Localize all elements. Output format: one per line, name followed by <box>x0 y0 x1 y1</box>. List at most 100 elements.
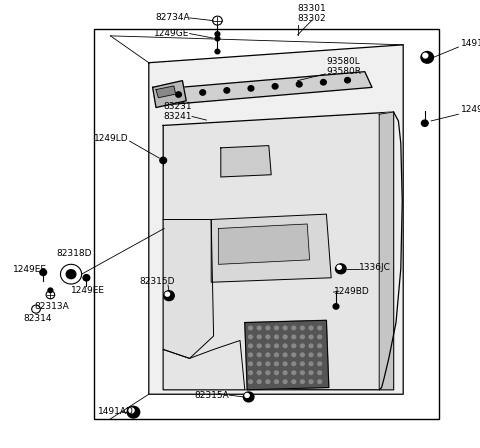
Circle shape <box>283 344 287 348</box>
Text: 1491AB: 1491AB <box>461 39 480 48</box>
Text: 1249LD: 1249LD <box>94 134 129 143</box>
Circle shape <box>275 335 278 339</box>
Circle shape <box>257 371 261 375</box>
Polygon shape <box>163 340 245 390</box>
Text: 93580L
93580R: 93580L 93580R <box>326 57 361 76</box>
Text: 83231
83241: 83231 83241 <box>163 102 192 121</box>
Circle shape <box>48 288 53 293</box>
Circle shape <box>300 380 304 383</box>
Circle shape <box>266 362 270 366</box>
Polygon shape <box>221 146 271 177</box>
Polygon shape <box>154 72 372 105</box>
Text: 1249EE: 1249EE <box>71 286 105 295</box>
Circle shape <box>266 353 270 357</box>
Polygon shape <box>153 81 186 108</box>
Text: 1249EE: 1249EE <box>461 105 480 114</box>
Circle shape <box>292 371 296 375</box>
Text: 1249GE: 1249GE <box>154 29 190 38</box>
Circle shape <box>257 326 261 330</box>
Circle shape <box>160 157 167 164</box>
Circle shape <box>309 326 313 330</box>
Circle shape <box>275 326 278 330</box>
Circle shape <box>283 326 287 330</box>
Circle shape <box>318 326 322 330</box>
Circle shape <box>249 344 252 348</box>
Circle shape <box>318 371 322 375</box>
Circle shape <box>421 52 433 63</box>
Circle shape <box>423 53 428 58</box>
Circle shape <box>336 264 346 274</box>
Circle shape <box>266 344 270 348</box>
Circle shape <box>129 408 134 413</box>
Circle shape <box>309 344 313 348</box>
Circle shape <box>215 32 220 36</box>
Circle shape <box>127 406 140 418</box>
Circle shape <box>300 362 304 366</box>
Circle shape <box>318 362 322 366</box>
Circle shape <box>249 326 252 330</box>
Circle shape <box>300 335 304 339</box>
Text: 82315A: 82315A <box>195 391 229 400</box>
Circle shape <box>333 304 339 309</box>
Circle shape <box>345 78 350 83</box>
Circle shape <box>266 335 270 339</box>
Circle shape <box>257 380 261 383</box>
Circle shape <box>309 335 313 339</box>
Polygon shape <box>379 112 394 390</box>
Circle shape <box>309 380 313 383</box>
Text: 1249BD: 1249BD <box>334 287 369 296</box>
Text: 1336JC: 1336JC <box>359 263 391 272</box>
Circle shape <box>292 362 296 366</box>
Circle shape <box>249 335 252 339</box>
Circle shape <box>283 380 287 383</box>
Circle shape <box>275 380 278 383</box>
Circle shape <box>309 362 313 366</box>
Circle shape <box>300 344 304 348</box>
Circle shape <box>321 80 326 85</box>
Circle shape <box>249 371 252 375</box>
Circle shape <box>292 335 296 339</box>
Circle shape <box>275 362 278 366</box>
Circle shape <box>283 335 287 339</box>
Circle shape <box>249 380 252 383</box>
Text: 1491AD: 1491AD <box>98 407 134 416</box>
Circle shape <box>300 326 304 330</box>
Circle shape <box>257 362 261 366</box>
Text: 82318D: 82318D <box>57 249 92 258</box>
Circle shape <box>300 371 304 375</box>
Circle shape <box>257 353 261 357</box>
Bar <box>94 29 439 419</box>
Circle shape <box>275 353 278 357</box>
Text: 82313A: 82313A <box>35 302 69 311</box>
Circle shape <box>292 326 296 330</box>
Circle shape <box>243 392 254 402</box>
Polygon shape <box>245 320 329 390</box>
Text: 82734A: 82734A <box>155 13 190 22</box>
Circle shape <box>318 353 322 357</box>
Text: 82315D: 82315D <box>139 277 175 286</box>
Circle shape <box>245 393 249 397</box>
Circle shape <box>164 291 174 301</box>
Text: 82314: 82314 <box>23 314 51 323</box>
Circle shape <box>283 353 287 357</box>
Polygon shape <box>163 112 394 390</box>
Circle shape <box>249 362 252 366</box>
Circle shape <box>318 344 322 348</box>
Polygon shape <box>163 220 214 358</box>
Circle shape <box>292 380 296 383</box>
Polygon shape <box>156 86 176 98</box>
Circle shape <box>257 335 261 339</box>
Circle shape <box>248 86 254 91</box>
Circle shape <box>283 362 287 366</box>
Circle shape <box>257 344 261 348</box>
Circle shape <box>309 353 313 357</box>
Circle shape <box>40 269 47 276</box>
Circle shape <box>266 371 270 375</box>
Circle shape <box>165 292 169 296</box>
Circle shape <box>215 36 220 41</box>
Circle shape <box>275 344 278 348</box>
Circle shape <box>337 265 341 269</box>
Circle shape <box>272 84 278 89</box>
Circle shape <box>66 270 76 279</box>
Polygon shape <box>218 224 310 264</box>
